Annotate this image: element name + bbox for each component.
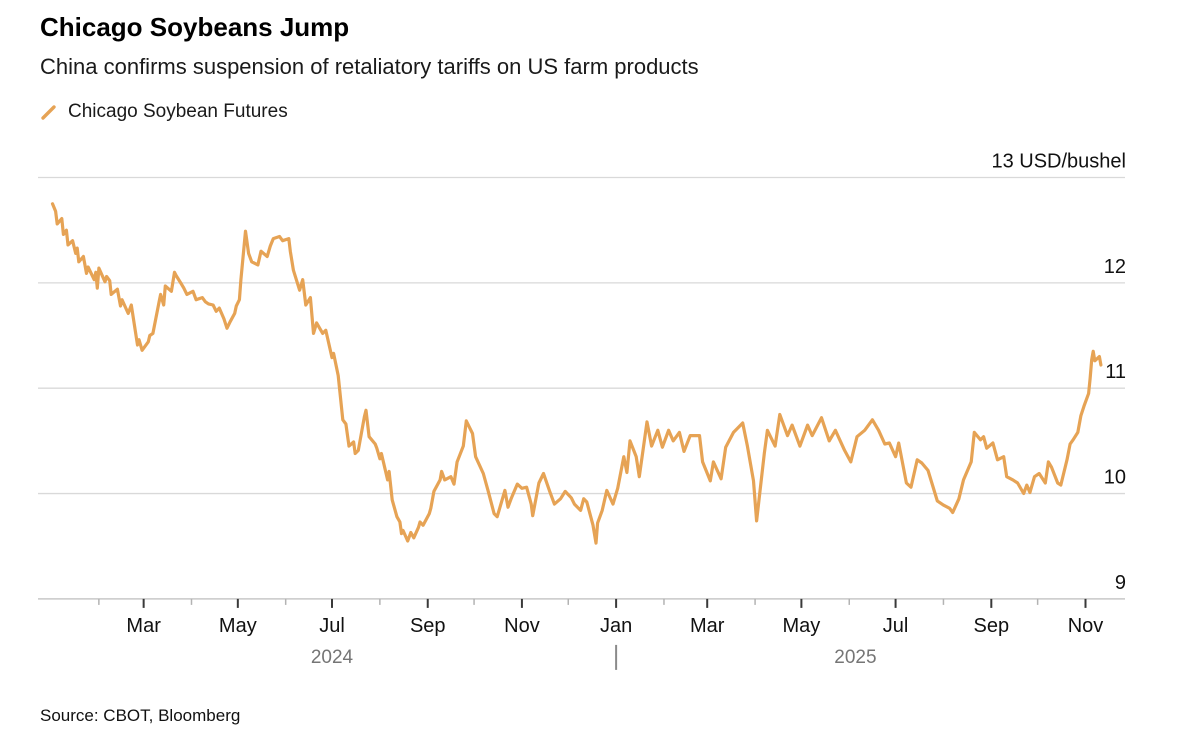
y-axis-label: 11 [1105, 361, 1126, 383]
month-label: Jul [883, 615, 909, 637]
chart-subtitle: China confirms suspension of retaliatory… [40, 54, 699, 79]
year-label: 2024 [311, 647, 354, 668]
month-label: Jul [319, 615, 345, 637]
price-line [50, 202, 1103, 545]
y-axis-label: 12 [1104, 256, 1126, 278]
month-label: Nov [1068, 615, 1104, 637]
month-label: Mar [690, 615, 725, 637]
year-label: 2025 [834, 647, 876, 668]
month-label: Jan [600, 615, 632, 637]
month-label: Sep [974, 615, 1010, 637]
chart-title: Chicago Soybeans Jump [40, 12, 350, 42]
month-label: Nov [504, 615, 540, 637]
y-axis-label: 13 USD/bushel [991, 151, 1126, 173]
legend-series-label: Chicago Soybean Futures [68, 101, 288, 122]
month-label: Sep [410, 615, 446, 637]
month-label: May [782, 615, 820, 637]
line-series-swatch-icon [40, 104, 57, 121]
y-axis-label: 10 [1104, 467, 1126, 489]
month-label: Mar [126, 615, 161, 637]
legend: Chicago Soybean Futures [40, 101, 288, 123]
y-axis-label: 9 [1115, 572, 1126, 594]
month-label: May [219, 615, 257, 637]
source-note: Source: CBOT, Bloomberg [40, 706, 241, 725]
